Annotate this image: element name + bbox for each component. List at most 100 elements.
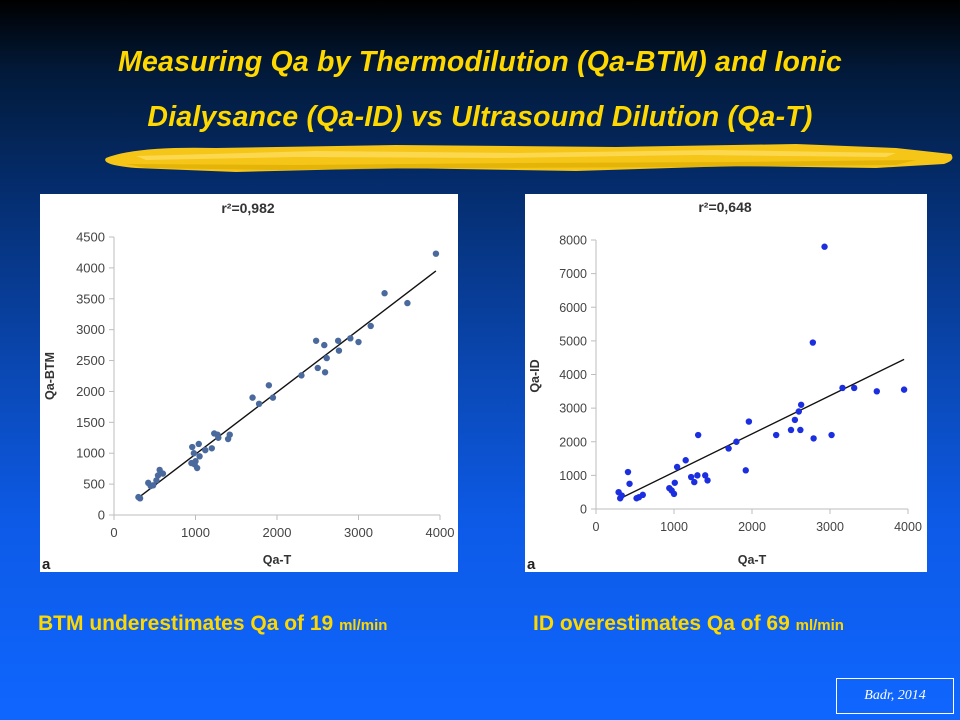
data-point	[381, 290, 388, 297]
data-point	[335, 347, 343, 354]
data-point	[626, 480, 633, 487]
data-point	[195, 440, 202, 448]
data-point	[193, 464, 201, 472]
brush-stroke-underline	[105, 144, 953, 172]
y-tick-label: 2000	[559, 435, 587, 449]
panel-label: a	[42, 556, 51, 572]
x-tick-label: 2000	[738, 520, 766, 534]
y-tick-label: 6000	[559, 301, 587, 315]
y-tick-label: 0	[580, 503, 587, 517]
x-tick-label: 2000	[263, 525, 292, 540]
caption-btm: BTM underestimates Qa of 19 ml/min	[38, 612, 387, 636]
data-point	[725, 445, 732, 452]
caption-id-text: ID overestimates Qa of 69	[533, 612, 796, 635]
data-point	[624, 468, 632, 476]
chart-svg-id: 0 1000 2000 3000 4000 5000 6000 7000 8000 0 1000 20…	[527, 199, 922, 572]
data-point	[321, 341, 328, 349]
data-point	[154, 472, 162, 479]
chart-panel-btm: 0 500 1000 1500 2000 2500 3000 3500 4000 4500 0 100…	[40, 194, 458, 572]
data-point	[694, 431, 702, 439]
data-point	[694, 472, 701, 479]
caption-btm-text: BTM underestimates Qa of 19	[38, 612, 340, 635]
data-point	[314, 364, 321, 372]
data-point	[850, 384, 858, 392]
data-point	[249, 394, 256, 401]
source-credit: Badr, 2014	[836, 678, 954, 714]
y-tick-label: 4000	[559, 368, 587, 382]
data-point	[670, 490, 678, 498]
data-point	[671, 479, 678, 486]
data-point	[809, 339, 817, 346]
data-point	[226, 431, 233, 438]
chart-title: r²=0,982	[221, 200, 275, 216]
data-point	[810, 435, 817, 442]
x-tick-label: 0	[110, 525, 117, 540]
x-tick-label: 4000	[426, 525, 455, 540]
chart-title: r²=0,648	[698, 199, 752, 215]
x-tick-label: 0	[593, 520, 600, 534]
data-point	[682, 457, 689, 464]
data-point	[136, 495, 144, 502]
data-point	[691, 478, 698, 486]
data-point	[323, 354, 330, 362]
data-point	[432, 250, 440, 257]
data-point	[745, 418, 753, 425]
data-point	[269, 394, 277, 401]
data-point	[702, 472, 709, 479]
y-tick-label: 3000	[559, 402, 587, 416]
y-tick-label: 5000	[559, 334, 587, 348]
data-point	[159, 470, 167, 477]
data-point	[347, 335, 354, 342]
panel-label: a	[527, 556, 536, 572]
data-point	[255, 400, 263, 407]
x-tick-label: 1000	[181, 525, 210, 540]
data-point	[192, 458, 199, 465]
data-point	[787, 426, 795, 434]
data-point	[797, 401, 805, 408]
y-tick-label: 0	[98, 508, 105, 523]
slide-title-line-1: Measuring Qa by Thermodilution (Qa-BTM) …	[118, 46, 842, 78]
x-tick-label: 1000	[660, 520, 688, 534]
trendline	[138, 270, 437, 499]
data-point	[618, 492, 625, 499]
data-point	[704, 477, 711, 484]
y-tick-label: 2500	[76, 353, 105, 368]
y-tick-label: 2000	[76, 384, 105, 399]
y-tick-label: 1500	[76, 415, 105, 430]
data-point	[321, 369, 329, 376]
y-tick-label: 500	[83, 477, 105, 492]
y-tick-label: 7000	[559, 267, 587, 281]
y-tick-label: 4500	[76, 230, 105, 245]
chart-panel-id: 0 1000 2000 3000 4000 5000 6000 7000 8000 0 1000 20…	[525, 194, 927, 572]
y-tick-label: 1000	[76, 446, 105, 461]
data-point	[821, 243, 828, 250]
data-point	[797, 426, 804, 434]
data-point	[265, 382, 273, 389]
data-point	[772, 431, 780, 439]
slide-title-line-2: Dialysance (Qa-ID) vs Ultrasound Dilutio…	[147, 101, 813, 133]
x-axis-label: Qa-T	[263, 553, 292, 567]
trendline	[619, 358, 905, 500]
x-tick-label: 3000	[344, 525, 373, 540]
data-point	[215, 434, 222, 441]
y-tick-label: 8000	[559, 234, 587, 248]
data-point	[733, 438, 740, 445]
y-tick-label: 3500	[76, 291, 105, 306]
data-point	[196, 453, 203, 460]
data-point	[367, 322, 374, 330]
data-point	[673, 463, 681, 471]
chart-svg-btm: 0 500 1000 1500 2000 2500 3000 3500 4000 4500 0 100…	[42, 200, 455, 572]
data-point	[190, 450, 198, 457]
caption-btm-unit: ml/min	[339, 617, 388, 634]
data-point	[839, 384, 846, 392]
data-point	[791, 416, 799, 424]
data-point	[404, 299, 411, 307]
data-point	[873, 388, 880, 395]
data-point	[355, 338, 362, 346]
y-axis-label: Qa-BTM	[43, 352, 57, 400]
y-tick-label: 4000	[76, 260, 105, 275]
caption-id-unit: ml/min	[795, 617, 844, 634]
data-point	[687, 473, 695, 481]
data-point	[298, 372, 305, 379]
y-axis-label: Qa-ID	[528, 359, 542, 392]
